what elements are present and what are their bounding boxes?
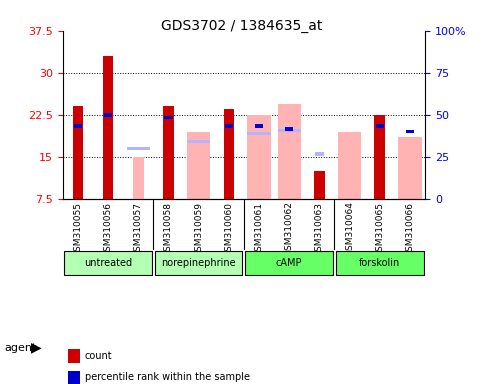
Text: GSM310056: GSM310056 (103, 202, 113, 257)
Text: untreated: untreated (84, 258, 132, 268)
Bar (247, 132, 270, 134)
FancyBboxPatch shape (155, 251, 242, 275)
FancyBboxPatch shape (336, 251, 424, 275)
Text: GSM310064: GSM310064 (345, 202, 354, 257)
Bar (255, 124, 263, 128)
Bar (315, 152, 324, 156)
FancyBboxPatch shape (245, 251, 333, 275)
Bar (278, 104, 301, 199)
Bar (247, 115, 270, 199)
FancyBboxPatch shape (64, 251, 152, 275)
Bar (72, 106, 83, 199)
Bar (187, 132, 210, 199)
Bar (398, 137, 422, 199)
Bar (376, 124, 384, 128)
Text: GSM310055: GSM310055 (73, 202, 83, 257)
Bar (103, 56, 114, 199)
Bar (285, 127, 293, 131)
Bar (374, 115, 385, 199)
Text: percentile rank within the sample: percentile rank within the sample (85, 372, 250, 382)
Text: GSM310065: GSM310065 (375, 202, 384, 257)
Text: agent: agent (5, 343, 37, 353)
Bar (73, 124, 82, 128)
Bar (224, 109, 234, 199)
Text: GSM310066: GSM310066 (405, 202, 414, 257)
Bar (314, 171, 325, 199)
Text: GSM310063: GSM310063 (315, 202, 324, 257)
Text: GSM310058: GSM310058 (164, 202, 173, 257)
Text: GDS3702 / 1384635_at: GDS3702 / 1384635_at (161, 19, 322, 33)
Bar (225, 124, 233, 128)
Text: GSM310062: GSM310062 (284, 202, 294, 257)
Bar (315, 152, 324, 156)
Text: GSM310061: GSM310061 (255, 202, 264, 257)
Text: GSM310057: GSM310057 (134, 202, 143, 257)
Text: GSM310060: GSM310060 (224, 202, 233, 257)
Text: forskolin: forskolin (359, 258, 400, 268)
Text: norepinephrine: norepinephrine (161, 258, 236, 268)
Text: GSM310059: GSM310059 (194, 202, 203, 257)
Bar (278, 129, 301, 132)
Bar (187, 140, 210, 143)
Text: ▶: ▶ (31, 341, 42, 354)
Bar (163, 106, 174, 199)
Bar (127, 147, 150, 150)
Bar (406, 130, 414, 133)
Bar (164, 116, 173, 119)
Bar (104, 113, 112, 117)
Bar (133, 157, 143, 199)
Text: count: count (85, 351, 112, 361)
Text: cAMP: cAMP (276, 258, 302, 268)
Bar (338, 132, 361, 199)
